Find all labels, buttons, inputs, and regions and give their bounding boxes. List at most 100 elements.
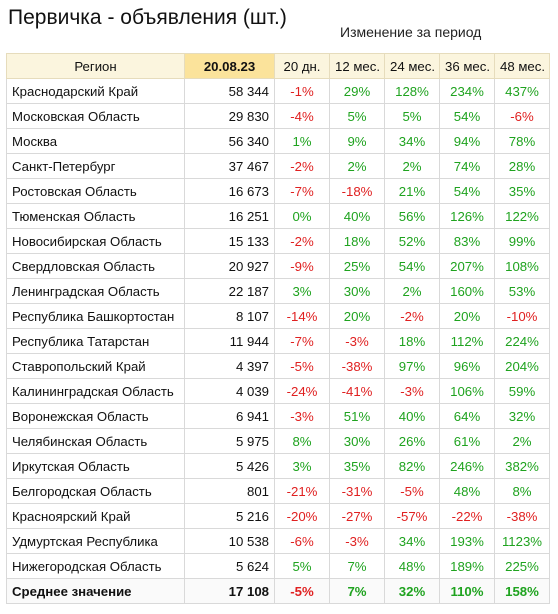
change-24m: -5% (384, 478, 440, 504)
change-20d: 1% (274, 128, 330, 154)
change-24m: 48% (384, 553, 440, 579)
change-48m: 437% (494, 78, 550, 104)
listing-count: 16 673 (184, 178, 275, 204)
region-name: Удмуртская Республика (6, 528, 185, 554)
change-36m: 48% (439, 478, 495, 504)
change-24m: 56% (384, 203, 440, 229)
change-24m: -2% (384, 303, 440, 329)
change-20d: -5% (274, 353, 330, 379)
region-name: Калининградская Область (6, 378, 185, 404)
change-20d: -14% (274, 303, 330, 329)
listing-count: 10 538 (184, 528, 275, 554)
region-name: Свердловская Область (6, 253, 185, 279)
change-48m: 122% (494, 203, 550, 229)
listing-count: 20 927 (184, 253, 275, 279)
change-24m: -3% (384, 378, 440, 404)
region-name: Санкт-Петербург (6, 153, 185, 179)
table-row: Республика Татарстан 11 944 -7% -3% 18% 112% 2… (6, 328, 550, 354)
listing-count: 5 624 (184, 553, 275, 579)
change-24m: 18% (384, 328, 440, 354)
listing-count: 37 467 (184, 153, 275, 179)
table-row: Ставропольский Край 4 397 -5% -38% 97% 96% 204… (6, 353, 550, 379)
change-48m: 28% (494, 153, 550, 179)
listings-table: Регион 20.08.23 20 дн. 12 мес. 24 мес. 3… (6, 53, 550, 604)
listing-count: 15 133 (184, 228, 275, 254)
change-12m: 7% (329, 578, 385, 604)
change-12m: 51% (329, 403, 385, 429)
change-48m: 78% (494, 128, 550, 154)
change-20d: 8% (274, 428, 330, 454)
change-12m: 9% (329, 128, 385, 154)
column-header-48m: 48 мес. (494, 53, 550, 79)
table-row: Москва 56 340 1% 9% 34% 94% 78% (6, 128, 550, 154)
change-24m: 21% (384, 178, 440, 204)
column-header-region: Регион (6, 53, 185, 79)
change-48m: 225% (494, 553, 550, 579)
listing-count: 8 107 (184, 303, 275, 329)
change-48m: 382% (494, 453, 550, 479)
listing-count: 4 039 (184, 378, 275, 404)
region-name: Республика Татарстан (6, 328, 185, 354)
change-12m: 18% (329, 228, 385, 254)
change-20d: -2% (274, 153, 330, 179)
change-12m: 7% (329, 553, 385, 579)
change-24m: 54% (384, 253, 440, 279)
change-24m: 26% (384, 428, 440, 454)
change-36m: 160% (439, 278, 495, 304)
change-48m: -38% (494, 503, 550, 529)
change-36m: 246% (439, 453, 495, 479)
region-name: Иркутская Область (6, 453, 185, 479)
change-48m: 32% (494, 403, 550, 429)
change-12m: 35% (329, 453, 385, 479)
column-header-12m: 12 мес. (329, 53, 385, 79)
listing-count: 801 (184, 478, 275, 504)
listing-count: 17 108 (184, 578, 275, 604)
change-48m: 99% (494, 228, 550, 254)
change-24m: 128% (384, 78, 440, 104)
average-row: Среднее значение 17 108 -5% 7% 32% 110% 158% (6, 578, 550, 604)
listing-count: 6 941 (184, 403, 275, 429)
change-36m: 106% (439, 378, 495, 404)
change-24m: 34% (384, 528, 440, 554)
change-24m: 2% (384, 278, 440, 304)
listing-count: 11 944 (184, 328, 275, 354)
region-name: Нижегородская Область (6, 553, 185, 579)
header-row: Регион 20.08.23 20 дн. 12 мес. 24 мес. 3… (6, 53, 550, 79)
change-36m: 54% (439, 103, 495, 129)
change-12m: 25% (329, 253, 385, 279)
change-48m: 1123% (494, 528, 550, 554)
change-20d: -21% (274, 478, 330, 504)
change-12m: -41% (329, 378, 385, 404)
change-48m: 35% (494, 178, 550, 204)
region-name: Среднее значение (6, 578, 185, 604)
change-48m: 204% (494, 353, 550, 379)
listing-count: 22 187 (184, 278, 275, 304)
change-20d: -3% (274, 403, 330, 429)
change-48m: -6% (494, 103, 550, 129)
change-24m: 97% (384, 353, 440, 379)
listing-count: 56 340 (184, 128, 275, 154)
change-36m: 112% (439, 328, 495, 354)
change-20d: 3% (274, 453, 330, 479)
region-name: Краснодарский Край (6, 78, 185, 104)
table-row: Иркутская Область 5 426 3% 35% 82% 246% 382% (6, 453, 550, 479)
listing-count: 5 975 (184, 428, 275, 454)
column-header-36m: 36 мес. (439, 53, 495, 79)
table-row: Свердловская Область 20 927 -9% 25% 54% 207% 1… (6, 253, 550, 279)
change-12m: -3% (329, 328, 385, 354)
change-24m: 34% (384, 128, 440, 154)
change-48m: -10% (494, 303, 550, 329)
change-36m: 20% (439, 303, 495, 329)
change-24m: 40% (384, 403, 440, 429)
change-36m: 193% (439, 528, 495, 554)
change-36m: -22% (439, 503, 495, 529)
listing-count: 4 397 (184, 353, 275, 379)
change-20d: -9% (274, 253, 330, 279)
change-36m: 74% (439, 153, 495, 179)
change-36m: 207% (439, 253, 495, 279)
change-36m: 61% (439, 428, 495, 454)
region-name: Москва (6, 128, 185, 154)
column-header-20d: 20 дн. (274, 53, 330, 79)
change-36m: 83% (439, 228, 495, 254)
change-12m: 40% (329, 203, 385, 229)
